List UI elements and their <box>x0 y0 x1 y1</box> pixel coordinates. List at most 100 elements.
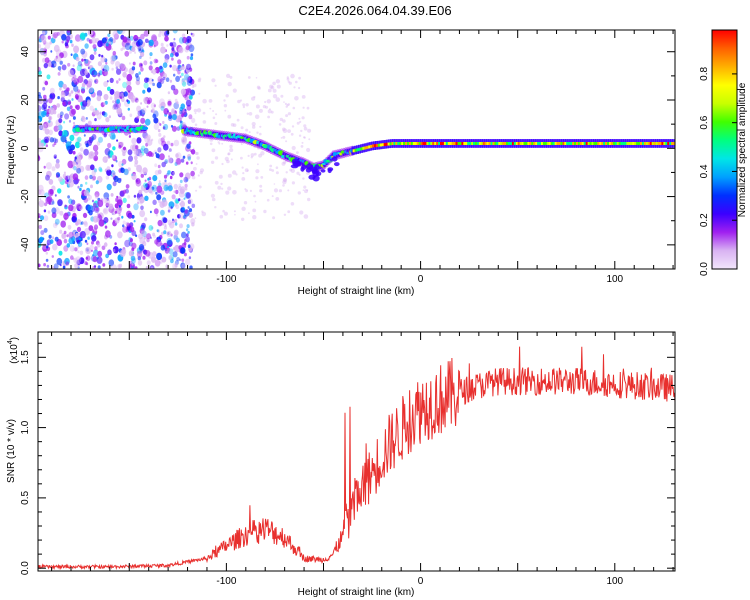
noise-mark <box>86 37 90 42</box>
noise-mark <box>97 250 103 257</box>
noise-mark <box>156 252 163 261</box>
ridge-peak-mark <box>366 145 369 149</box>
noise-mark <box>89 136 92 140</box>
noise-mark <box>56 257 63 266</box>
spectrogram-ridge-layer <box>72 124 675 182</box>
noise-mark <box>106 197 109 201</box>
noise-mark <box>117 177 122 184</box>
noise-mark <box>181 137 188 145</box>
noise-mark <box>45 251 48 255</box>
noise-mark <box>137 45 144 53</box>
noise-mark <box>286 77 290 81</box>
noise-mark <box>76 226 82 232</box>
noise-mark <box>111 171 116 177</box>
noise-mark <box>149 210 152 214</box>
noise-mark <box>88 87 94 93</box>
y-tick-label: 0.5 <box>20 491 31 505</box>
noise-mark <box>281 161 286 166</box>
noise-mark <box>139 148 144 153</box>
noise-mark <box>285 114 289 118</box>
ridge-peak-mark <box>595 142 598 145</box>
noise-mark <box>254 114 260 120</box>
noise-mark <box>66 179 69 182</box>
noise-mark <box>63 212 69 220</box>
noise-mark <box>178 37 185 44</box>
spectrogram-panel: -100 0 100 -40 -20 0 20 40 Height of straight … <box>6 29 676 297</box>
ridge-body-mark <box>320 169 326 173</box>
noise-mark <box>307 128 312 133</box>
noise-mark <box>181 78 185 83</box>
noise-mark <box>77 241 83 247</box>
noise-mark <box>105 253 109 259</box>
noise-mark <box>46 196 53 203</box>
noise-mark <box>98 166 103 172</box>
ridge-peak-mark <box>461 142 464 145</box>
noise-mark <box>172 171 175 175</box>
noise-mark <box>130 266 134 269</box>
noise-mark <box>131 173 134 177</box>
ridge-peak-mark <box>418 142 421 145</box>
noise-mark <box>173 37 176 41</box>
noise-mark <box>186 79 193 86</box>
noise-mark <box>118 144 122 149</box>
noise-mark <box>255 176 259 180</box>
noise-mark <box>102 156 108 163</box>
noise-mark <box>184 108 187 112</box>
noise-mark <box>291 181 295 185</box>
noise-mark <box>112 181 117 187</box>
noise-mark <box>46 74 51 80</box>
noise-mark <box>115 159 118 163</box>
noise-mark <box>102 196 109 204</box>
noise-mark <box>247 76 251 79</box>
noise-mark <box>151 78 154 82</box>
noise-mark <box>179 223 183 229</box>
noise-mark <box>70 255 74 260</box>
noise-mark <box>107 33 111 38</box>
noise-mark <box>183 176 189 183</box>
noise-mark <box>173 73 176 77</box>
ridge-peak-mark <box>521 142 524 145</box>
noise-mark <box>284 102 287 105</box>
y-tick-label: -20 <box>20 189 31 204</box>
noise-mark <box>159 98 165 106</box>
noise-mark <box>285 140 288 143</box>
noise-mark <box>188 208 193 213</box>
noise-mark <box>93 168 97 173</box>
noise-mark <box>108 133 111 137</box>
noise-mark <box>256 85 261 90</box>
noise-mark <box>195 189 198 192</box>
noise-mark <box>66 243 71 248</box>
noise-mark <box>289 168 293 172</box>
ridge-peak-mark <box>141 126 149 131</box>
noise-mark <box>115 90 120 97</box>
noise-mark <box>77 178 80 182</box>
noise-mark <box>223 211 228 216</box>
noise-mark <box>103 93 109 101</box>
noise-mark <box>122 81 128 89</box>
ridge-peak-mark <box>500 142 503 145</box>
noise-mark <box>57 66 62 71</box>
noise-mark <box>110 193 114 197</box>
noise-mark <box>114 210 118 214</box>
noise-mark <box>71 43 74 47</box>
noise-mark <box>143 147 149 154</box>
noise-mark <box>163 230 167 235</box>
noise-mark <box>90 164 95 171</box>
noise-mark <box>162 120 165 125</box>
noise-mark <box>191 222 195 227</box>
noise-mark <box>168 248 174 255</box>
noise-mark <box>128 62 131 65</box>
ridge-peak-mark <box>529 142 532 145</box>
noise-mark <box>212 110 215 112</box>
noise-mark <box>171 57 174 61</box>
noise-mark <box>138 71 141 75</box>
ridge-peak-mark <box>449 142 452 145</box>
noise-mark <box>42 242 48 250</box>
noise-mark <box>160 101 166 109</box>
ridge-peak-mark <box>476 142 480 145</box>
noise-mark <box>151 226 154 230</box>
noise-mark <box>101 37 107 44</box>
ridge-peak-mark <box>447 142 450 145</box>
noise-mark <box>296 151 299 155</box>
colorbar-tick-label: 0.4 <box>699 164 710 178</box>
